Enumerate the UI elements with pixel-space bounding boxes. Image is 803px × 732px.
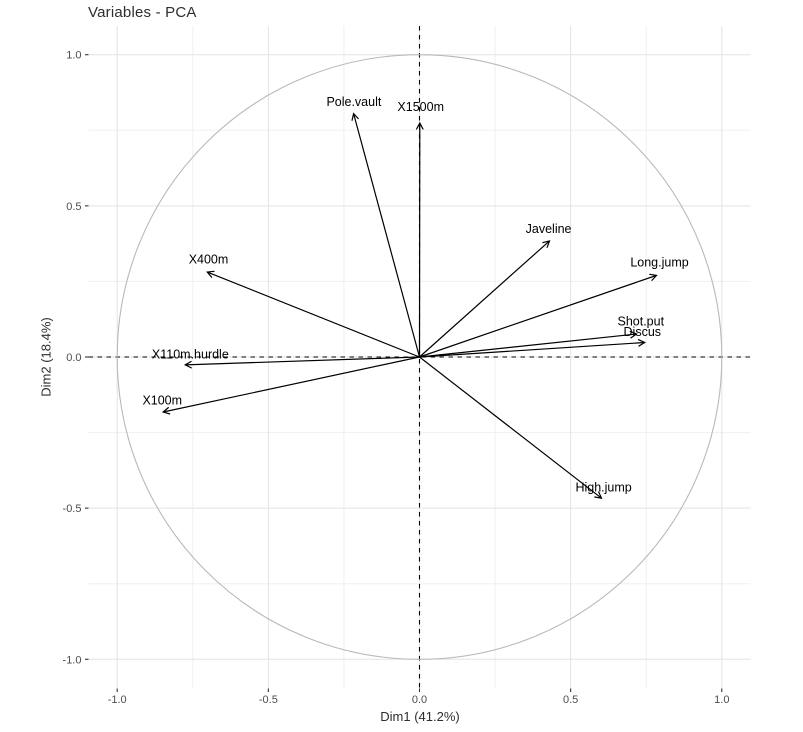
variable-label-Pole.vault: Pole.vault (326, 95, 381, 109)
x-axis-title: Dim1 (41.2%) (380, 709, 460, 724)
variable-label-Long.jump: Long.jump (630, 255, 688, 269)
variable-label-X1500m: X1500m (397, 100, 444, 114)
y-tick-label: 0.5 (66, 201, 81, 213)
variable-label-X400m: X400m (189, 252, 229, 266)
variable-label-X110m.hurdle: X110m.hurdle (152, 347, 229, 361)
correlation-circle (116, 54, 723, 660)
variable-label-Javeline: Javeline (526, 222, 572, 236)
y-axis-title: Dim2 (18.4%) (38, 317, 54, 397)
y-tick-label: 0.0 (66, 352, 81, 364)
x-tick-label: 1.0 (714, 694, 729, 706)
variable-arrow-High.jump (419, 356, 603, 499)
variable-arrow-Pole.vault (351, 112, 421, 358)
variable-arrow-Discus (419, 339, 646, 358)
variable-label-High.jump: High.jump (575, 480, 631, 494)
chart-title: Variables - PCA (88, 4, 197, 21)
variable-label-X100m: X100m (142, 393, 182, 407)
variable-arrow-X110m.hurdle (183, 356, 420, 369)
variable-arrow-X100m (161, 356, 420, 415)
x-tick-label: -0.5 (259, 694, 278, 706)
x-tick-label: 0.5 (563, 694, 578, 706)
variable-arrow-X400m (206, 270, 420, 358)
x-tick-label: 0.0 (412, 694, 427, 706)
variable-label-Shot.put: Shot.put (617, 315, 664, 329)
y-tick-label: -1.0 (63, 654, 82, 666)
variable-arrow-Shot.put (419, 330, 638, 358)
variable-arrow-Javeline (419, 240, 551, 358)
variable-arrow-Long.jump (419, 273, 658, 358)
variable-label-Discus: Discus (624, 325, 662, 339)
y-tick-label: -0.5 (63, 503, 82, 515)
x-tick-label: -1.0 (108, 694, 127, 706)
y-tick-label: 1.0 (66, 50, 81, 62)
